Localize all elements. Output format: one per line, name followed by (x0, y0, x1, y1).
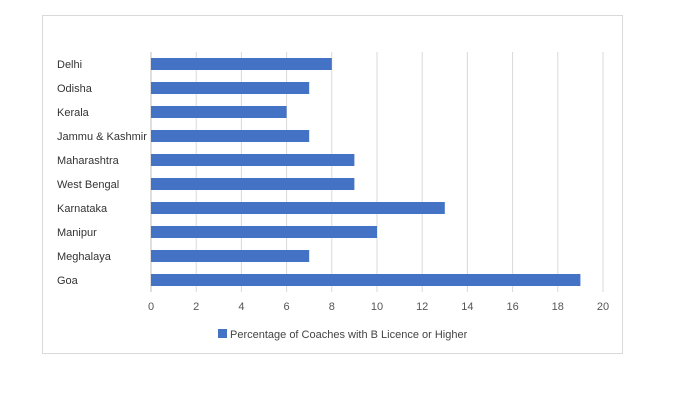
x-tick-label-0: 0 (148, 301, 154, 313)
category-label-9: Goa (57, 275, 79, 287)
category-label-1: Odisha (57, 83, 93, 95)
category-label-5: West Bengal (57, 179, 119, 191)
bar-5 (151, 178, 355, 190)
x-tick-label-4: 8 (329, 301, 335, 313)
category-label-3: Jammu & Kashmir (57, 131, 147, 143)
category-label-2: Kerala (57, 107, 90, 119)
x-tick-label-2: 4 (238, 301, 244, 313)
bar-6 (151, 202, 445, 214)
x-tick-label-6: 12 (416, 301, 428, 313)
bar-0 (151, 58, 332, 70)
category-label-0: Delhi (57, 59, 82, 71)
category-label-8: Meghalaya (57, 251, 112, 263)
category-label-7: Manipur (57, 227, 97, 239)
bar-4 (151, 154, 355, 166)
bar-9 (151, 274, 581, 286)
x-tick-label-7: 14 (461, 301, 473, 313)
x-tick-label-8: 16 (506, 301, 518, 313)
x-tick-label-5: 10 (371, 301, 383, 313)
bar-3 (151, 130, 310, 142)
bar-8 (151, 250, 310, 262)
bar-1 (151, 82, 310, 94)
category-label-4: Maharashtra (57, 155, 120, 167)
x-tick-label-3: 6 (284, 301, 290, 313)
x-tick-label-1: 2 (193, 301, 199, 313)
legend-label: Percentage of Coaches with B Licence or … (230, 329, 468, 341)
bar-7 (151, 226, 377, 238)
category-label-6: Karnataka (57, 203, 108, 215)
x-tick-label-9: 18 (552, 301, 564, 313)
x-tick-label-10: 20 (597, 301, 609, 313)
bar-2 (151, 106, 287, 118)
legend-swatch (218, 329, 227, 338)
